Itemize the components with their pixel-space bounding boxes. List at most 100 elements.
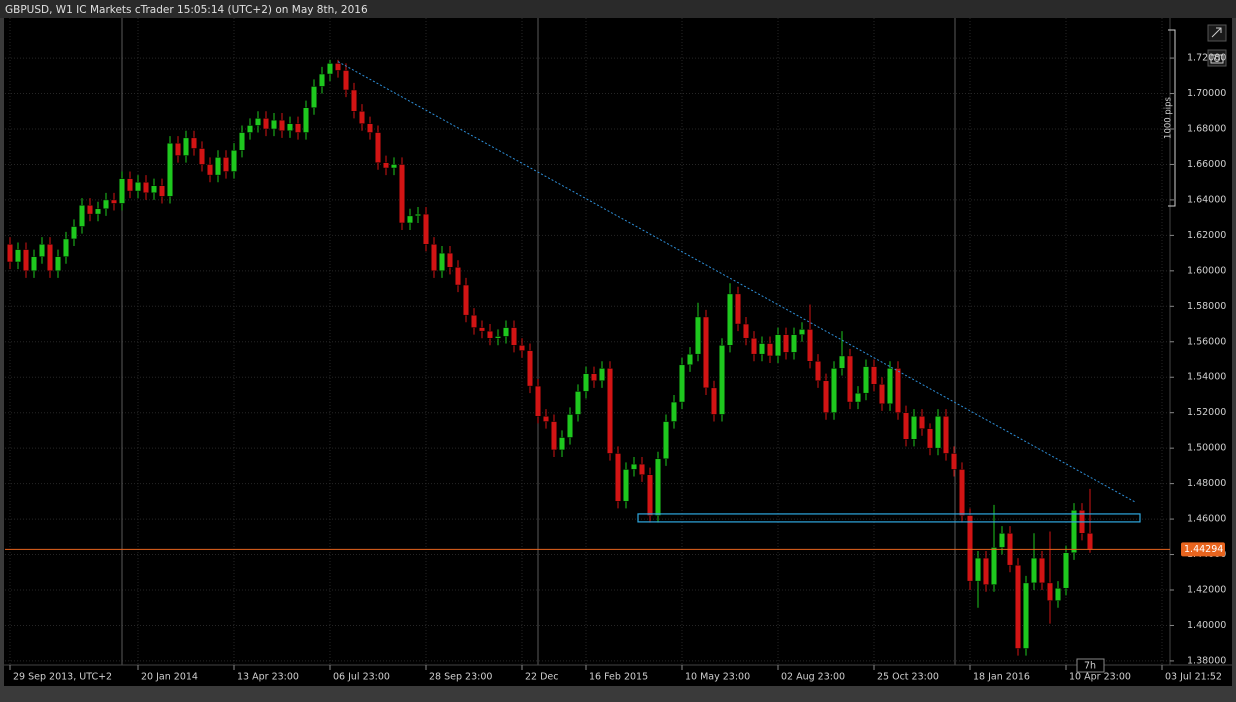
candle-body bbox=[198, 148, 206, 165]
candle-body bbox=[1030, 557, 1038, 584]
y-tick-label: 1.62000 bbox=[1187, 230, 1226, 241]
candle-body bbox=[598, 368, 606, 382]
candle-body bbox=[686, 353, 694, 366]
candle-body bbox=[782, 334, 790, 353]
candle-body bbox=[270, 119, 278, 130]
candle-body bbox=[526, 350, 534, 387]
candle-body bbox=[1014, 564, 1022, 649]
candle-body bbox=[494, 336, 502, 339]
y-tick-label: 1.60000 bbox=[1187, 265, 1226, 276]
grid bbox=[5, 18, 1170, 665]
candle-body bbox=[726, 293, 734, 346]
candle-body bbox=[638, 463, 646, 475]
candle-body bbox=[254, 118, 262, 126]
candle-body bbox=[534, 385, 542, 417]
candle-body bbox=[654, 458, 662, 516]
candle-body bbox=[150, 185, 158, 194]
candle-body bbox=[334, 63, 342, 71]
candle-body bbox=[774, 334, 782, 357]
candle-body bbox=[310, 86, 318, 108]
candle-body bbox=[1022, 582, 1030, 649]
candle-body bbox=[126, 178, 134, 192]
camera-icon bbox=[1210, 54, 1224, 64]
candle-body bbox=[438, 252, 446, 272]
axes: 1.380001.400001.420001.440001.460001.480… bbox=[9, 53, 1226, 683]
y-tick-label: 1.72000 bbox=[1187, 53, 1226, 64]
chart-title: GBPUSD, W1 IC Markets cTrader 15:05:14 (… bbox=[5, 4, 368, 16]
candle-body bbox=[62, 238, 70, 257]
title-bar bbox=[0, 0, 1236, 18]
candle-body bbox=[478, 327, 486, 332]
x-tick-label: 22 Dec bbox=[525, 672, 559, 683]
candle-body bbox=[910, 415, 918, 440]
candle-body bbox=[70, 226, 78, 240]
x-tick-label: 10 May 23:00 bbox=[685, 672, 750, 683]
y-tick-label: 1.40000 bbox=[1187, 620, 1226, 631]
candle-body bbox=[46, 243, 54, 272]
candle-body bbox=[990, 547, 998, 585]
candle-body bbox=[766, 343, 774, 357]
support-zone bbox=[637, 513, 1141, 523]
camera-lens bbox=[1214, 56, 1220, 62]
candle-body bbox=[446, 252, 454, 268]
candle-body bbox=[798, 329, 806, 335]
y-tick-label: 1.50000 bbox=[1187, 443, 1226, 454]
candle-body bbox=[806, 329, 814, 362]
candle-body bbox=[934, 415, 942, 449]
candle-body bbox=[38, 243, 46, 257]
candle-body bbox=[510, 327, 518, 346]
candle-body bbox=[342, 70, 350, 91]
candle-body bbox=[886, 368, 894, 405]
candle-body bbox=[582, 373, 590, 392]
x-tick-label: 03 Jul 21:52 bbox=[1165, 672, 1222, 683]
candle-body bbox=[174, 142, 182, 156]
candle-body bbox=[1086, 533, 1094, 550]
candle-body bbox=[590, 373, 598, 382]
candle-body bbox=[854, 392, 862, 403]
candle-body bbox=[366, 123, 374, 133]
candle-body bbox=[918, 415, 926, 429]
countdown-box bbox=[1076, 658, 1105, 673]
candle-body bbox=[606, 368, 614, 454]
current-price-box bbox=[1181, 542, 1225, 557]
candle-body bbox=[422, 213, 430, 245]
candle-body bbox=[166, 142, 174, 197]
candle-body bbox=[382, 162, 390, 169]
pip-scale-label: 1000 pips bbox=[1164, 96, 1174, 138]
candle-body bbox=[950, 453, 958, 470]
x-tick-label: 18 Jan 2016 bbox=[973, 672, 1030, 683]
candle-body bbox=[302, 107, 310, 133]
x-tick-label: 10 Apr 23:00 bbox=[1069, 672, 1131, 683]
popout-button[interactable] bbox=[1207, 24, 1227, 42]
candle-body bbox=[1038, 557, 1046, 584]
x-tick-label: 13 Apr 23:00 bbox=[237, 672, 299, 683]
candle-body bbox=[894, 368, 902, 413]
candle-body bbox=[462, 284, 470, 316]
y-tick-label: 1.64000 bbox=[1187, 194, 1226, 205]
candle-body bbox=[430, 243, 438, 272]
marks bbox=[5, 59, 1170, 656]
candle-body bbox=[470, 314, 478, 328]
candle-body bbox=[702, 316, 710, 389]
candle-body bbox=[86, 204, 94, 215]
x-tick-label: 29 Sep 2013, UTC+2 bbox=[13, 672, 112, 683]
candle-body bbox=[870, 366, 878, 385]
candle-body bbox=[646, 474, 654, 516]
candle-body bbox=[550, 421, 558, 451]
candle-body bbox=[710, 387, 718, 415]
candle-body bbox=[78, 204, 86, 227]
candle-body bbox=[374, 132, 382, 163]
candle-body bbox=[190, 137, 198, 149]
candle-body bbox=[246, 125, 254, 133]
screenshot-button[interactable] bbox=[1207, 49, 1227, 67]
candle-body bbox=[822, 380, 830, 413]
candle-body bbox=[966, 515, 974, 582]
candle-body bbox=[1062, 552, 1070, 589]
candle-body bbox=[862, 366, 870, 394]
x-tick-label: 28 Sep 23:00 bbox=[429, 672, 492, 683]
candle-body bbox=[518, 345, 526, 351]
candle-body bbox=[102, 199, 110, 210]
candle-body bbox=[574, 391, 582, 415]
